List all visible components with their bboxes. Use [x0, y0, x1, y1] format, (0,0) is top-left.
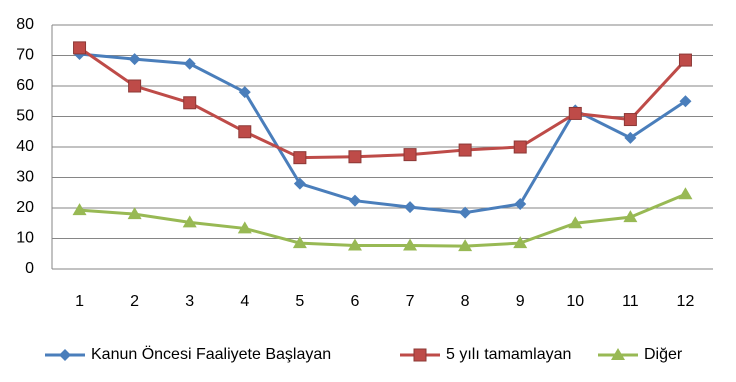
- x-tick-label: 8: [461, 293, 470, 310]
- x-tick-label: 2: [130, 293, 139, 310]
- x-tick-label: 12: [677, 293, 695, 310]
- marker: [128, 53, 141, 66]
- marker: [678, 187, 693, 200]
- marker: [513, 140, 527, 154]
- series-line: [79, 52, 687, 215]
- marker: [238, 125, 252, 139]
- y-tick-label: 40: [16, 138, 34, 155]
- marker: [293, 151, 307, 165]
- marker: [403, 148, 417, 162]
- marker: [73, 41, 87, 55]
- x-tick-label: 9: [516, 293, 525, 310]
- marker: [292, 236, 307, 249]
- y-tick-label: 80: [16, 16, 34, 33]
- legend-marker: [59, 349, 71, 361]
- y-tick-label: 30: [16, 169, 34, 186]
- marker: [348, 194, 361, 207]
- y-tick-label: 20: [16, 199, 34, 216]
- marker: [568, 106, 582, 120]
- x-tick-label: 3: [185, 293, 194, 310]
- marker: [293, 177, 306, 190]
- marker: [238, 86, 251, 99]
- marker: [72, 203, 87, 216]
- marker: [568, 216, 583, 229]
- marker: [403, 238, 418, 251]
- x-tick-label: 7: [406, 293, 415, 310]
- marker: [183, 57, 196, 70]
- legend-marker: [611, 348, 625, 360]
- marker: [347, 238, 362, 251]
- marker: [458, 143, 472, 157]
- marker: [183, 96, 197, 110]
- marker: [514, 198, 527, 211]
- marker: [237, 221, 252, 234]
- marker: [128, 79, 142, 93]
- marker: [458, 239, 473, 252]
- marker: [624, 131, 637, 144]
- y-tick-label: 70: [16, 47, 34, 64]
- marker: [404, 201, 417, 214]
- y-tick-label: 0: [25, 260, 34, 277]
- marker: [623, 210, 638, 223]
- marker: [678, 53, 692, 67]
- series-line: [78, 46, 687, 160]
- y-tick-label: 60: [16, 77, 34, 94]
- marker: [348, 150, 362, 164]
- legend-marker: [413, 348, 427, 362]
- x-tick-label: 4: [240, 293, 249, 310]
- y-tick-label: 50: [16, 108, 34, 125]
- marker: [513, 236, 528, 249]
- marker: [623, 113, 637, 127]
- y-tick-label: 10: [16, 230, 34, 247]
- x-tick-label: 11: [622, 293, 639, 310]
- marker: [182, 215, 197, 228]
- marker: [459, 206, 472, 219]
- x-tick-label: 1: [75, 293, 84, 310]
- x-tick-label: 6: [351, 293, 360, 310]
- legend-label: Kanun Öncesi Faaliyete Başlayan: [91, 345, 331, 363]
- series-line: [79, 192, 687, 248]
- x-tick-label: 5: [295, 293, 304, 310]
- legend-label: Diğer: [644, 346, 683, 363]
- marker: [679, 95, 692, 108]
- marker: [127, 207, 142, 220]
- legend-label: 5 yılı tamamlayan: [446, 346, 571, 363]
- x-tick-label: 10: [566, 293, 584, 310]
